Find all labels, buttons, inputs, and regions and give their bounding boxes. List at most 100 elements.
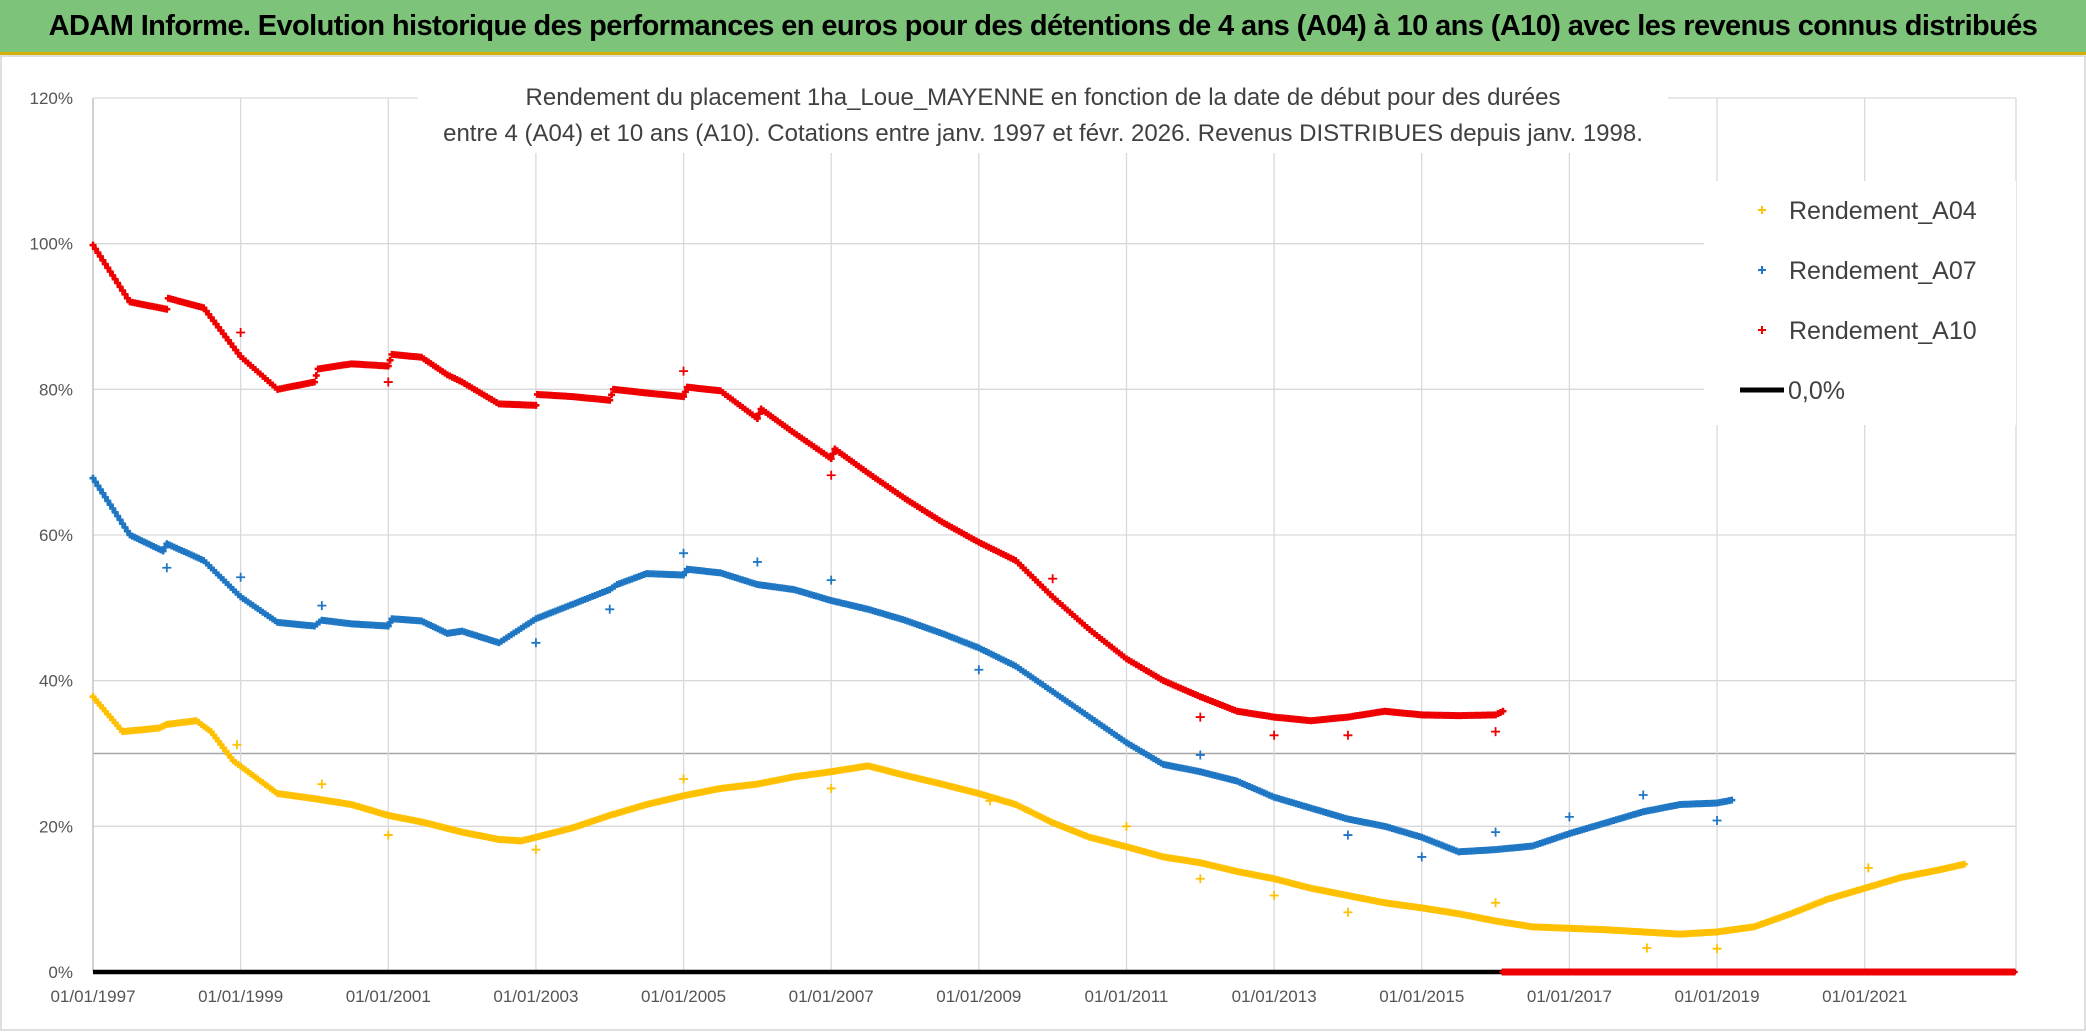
series-Rendement_A10	[89, 241, 1507, 740]
y-tick-label: 100%	[30, 235, 73, 254]
outlier-point	[679, 548, 689, 558]
chart-frame	[0, 55, 2086, 1031]
x-tick-label: 01/01/2005	[641, 987, 726, 1006]
outlier-point	[1491, 898, 1501, 908]
data-point	[96, 486, 104, 494]
series-Rendement_A07	[89, 474, 1736, 862]
data-point	[680, 393, 688, 401]
outlier-point	[826, 575, 836, 585]
outlier-point	[1195, 874, 1205, 884]
x-tick-label: 01/01/2013	[1232, 987, 1317, 1006]
outlier-point	[1638, 790, 1648, 800]
outlier-point	[236, 572, 246, 582]
data-point	[606, 396, 614, 404]
data-point	[159, 547, 167, 555]
report-banner: ADAM Informe. Evolution historique des p…	[0, 0, 2086, 55]
data-point	[681, 388, 689, 396]
performance-chart: 0% 20% 40% 60% 80% 100% 120% 01/01/1997 01/01/19…	[0, 55, 2086, 1031]
legend-label: Rendement_A10	[1789, 317, 1977, 345]
outlier-point	[383, 830, 393, 840]
data-point	[384, 622, 392, 630]
data-point	[116, 516, 124, 524]
outlier-point	[1491, 727, 1501, 737]
y-tick-label: 120%	[30, 89, 73, 108]
y-tick-label: 20%	[39, 817, 73, 836]
data-point	[121, 290, 129, 298]
data-point	[101, 260, 109, 268]
x-tick-label: 01/01/2017	[1527, 987, 1612, 1006]
data-point	[109, 504, 117, 512]
chart-title-background	[418, 75, 1668, 153]
data-point	[94, 249, 102, 257]
report-title: ADAM Informe. Evolution historique des p…	[48, 9, 2038, 42]
chart-title-area: Rendement du placement 1ha_Loue_MAYENNE …	[418, 75, 1668, 153]
data-point	[1499, 707, 1507, 715]
outlier-point	[679, 366, 689, 376]
outlier-point	[1712, 944, 1722, 954]
outlier-point	[1417, 852, 1427, 862]
outlier-point	[679, 774, 689, 784]
outlier-point	[531, 845, 541, 855]
legend: Rendement_A04 Rendement_A07 Rendement_A10 0…	[1704, 181, 2016, 425]
data-point	[753, 414, 761, 422]
outlier-point	[1195, 750, 1205, 760]
data-point	[104, 264, 112, 272]
outlier-point	[232, 740, 242, 750]
axes: 0% 20% 40% 60% 80% 100% 120% 01/01/1997 01/01/19…	[30, 89, 1908, 1006]
data-point	[119, 287, 127, 295]
data-point	[161, 543, 169, 551]
outlier-point	[826, 783, 836, 793]
outlier-point	[974, 665, 984, 675]
outlier-point	[531, 638, 541, 648]
data-point	[89, 474, 97, 482]
outlier-point	[1269, 730, 1279, 740]
data-point	[119, 520, 127, 528]
y-tick-label: 40%	[39, 672, 73, 691]
data-point	[96, 252, 104, 260]
data-point	[111, 508, 119, 516]
legend-item: Rendement_A07	[1758, 257, 1977, 285]
outlier-point	[752, 557, 762, 567]
data-point	[123, 527, 131, 535]
legend-marker	[1758, 326, 1766, 334]
outlier-point	[1642, 943, 1652, 953]
legend-item: Rendement_A04	[1758, 197, 1977, 225]
data-point	[114, 512, 122, 520]
chart-title-line-1: Rendement du placement 1ha_Loue_MAYENNE …	[526, 84, 1561, 111]
data-point	[829, 450, 837, 458]
data-point	[121, 523, 129, 531]
x-tick-label: 01/01/2015	[1379, 987, 1464, 1006]
outlier-point	[1195, 712, 1205, 722]
data-point	[91, 245, 99, 253]
outlier-point	[383, 377, 393, 387]
outlier-point	[162, 563, 172, 573]
data-point	[94, 482, 102, 490]
data-point	[384, 362, 392, 370]
x-tick-label: 01/01/2003	[493, 987, 578, 1006]
chart-area: 0% 20% 40% 60% 80% 100% 120% 01/01/1997 01/01/19…	[0, 55, 2086, 1031]
y-tick-label: 80%	[39, 380, 73, 399]
data-point	[163, 305, 171, 313]
data-point	[99, 256, 107, 264]
outlier-point	[1343, 730, 1353, 740]
data-point	[114, 279, 122, 287]
x-tick-label: 01/01/2009	[936, 987, 1021, 1006]
data-point	[608, 391, 616, 399]
data-point	[827, 455, 835, 463]
y-tick-label: 0%	[48, 963, 73, 982]
outlier-point	[1269, 891, 1279, 901]
data-point	[101, 493, 109, 501]
gridlines	[0, 55, 2086, 1031]
outlier-point	[1712, 816, 1722, 826]
x-tick-label: 01/01/2011	[1085, 987, 1169, 1006]
legend-marker	[1758, 206, 1766, 214]
data-point	[532, 401, 540, 409]
data-point	[386, 356, 394, 364]
x-tick-label: 01/01/2007	[789, 987, 874, 1006]
data-point	[109, 271, 117, 279]
data-point	[1960, 860, 1968, 868]
x-tick-label: 01/01/2001	[346, 987, 431, 1006]
legend-item: 0,0%	[1740, 377, 1845, 405]
data-point	[1728, 796, 1736, 804]
data-point	[99, 489, 107, 497]
